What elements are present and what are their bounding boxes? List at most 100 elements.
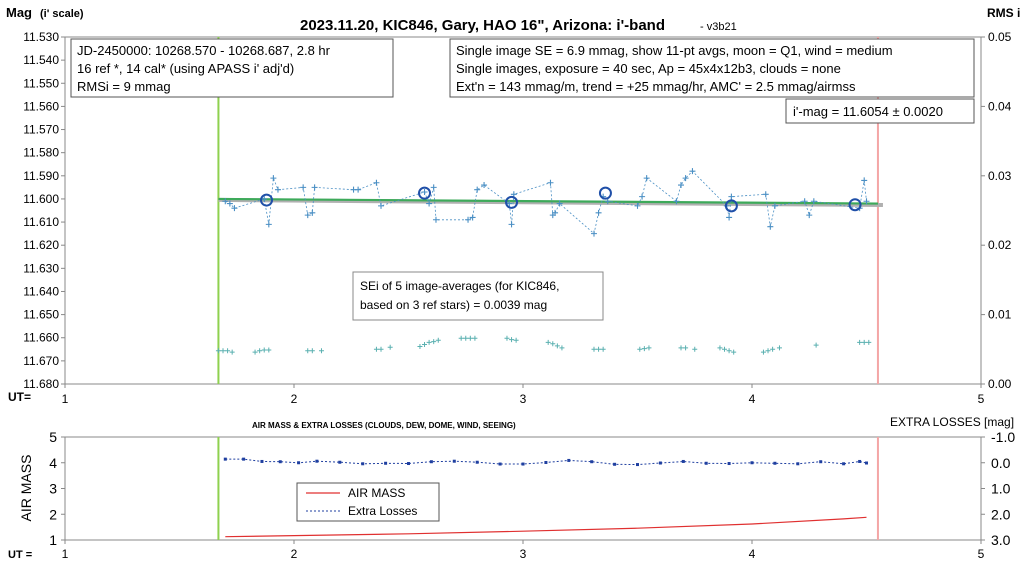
info-line: Ext'n = 143 mmag/m, trend = +25 mmag/hr,… — [456, 79, 856, 94]
single-image-point — [304, 212, 311, 219]
rms-point — [776, 345, 782, 351]
y-axis-label: Mag — [6, 5, 32, 20]
rms-point — [866, 339, 872, 345]
single-image-point — [643, 175, 650, 182]
single-image-point — [604, 198, 611, 205]
trend-line — [218, 197, 878, 205]
single-image-point — [469, 214, 476, 221]
y2-tick-label: 0.02 — [988, 238, 1012, 252]
y2-tick-label: 0.03 — [988, 169, 1012, 183]
single-image-point — [261, 195, 268, 202]
rms-point — [458, 335, 464, 341]
info-line: Single images, exposure = 40 sec, Ap = 4… — [456, 61, 841, 76]
rms-point — [417, 344, 423, 350]
info-line: JD-2450000: 10268.570 - 10268.687, 2.8 h… — [77, 43, 331, 58]
rms-point — [641, 346, 647, 352]
single-image-point — [430, 184, 437, 191]
info-line: RMSi = 9 mmag — [77, 79, 171, 94]
y2-axis-label: RMS i — [987, 6, 1020, 20]
info-line: SEi of 5 image-averages (for KIC846, — [360, 279, 559, 293]
single-image-point — [465, 216, 472, 223]
x-tick-label: 2 — [291, 392, 298, 406]
single-image-point — [355, 186, 362, 193]
y-axis-label-sub: (i' scale) — [40, 8, 84, 20]
image-average-point — [260, 193, 274, 207]
y2-axis-label: EXTRA LOSSES [mag] — [890, 415, 1014, 429]
extra-losses-point — [498, 462, 502, 466]
y-tick-label: 11.650 — [23, 308, 59, 322]
rms-point — [692, 346, 698, 352]
rms-point — [252, 349, 258, 355]
x-tick-label: 1 — [62, 547, 69, 561]
x-tick-label: 5 — [978, 547, 985, 561]
y-tick-label: 11.600 — [23, 192, 59, 206]
y-tick-label: 11.630 — [23, 261, 59, 275]
extra-losses-point — [750, 461, 754, 465]
info-box-sei: SEi of 5 image-averages (for KIC846, bas… — [352, 271, 604, 321]
rms-point — [318, 348, 324, 354]
y-tick-label: 11.610 — [23, 215, 59, 229]
light-curve-chart: 2023.11.20, KIC846, Gary, HAO 16", Arizo… — [6, 5, 1020, 406]
info-box-session: JD-2450000: 10268.570 - 10268.687, 2.8 h… — [70, 38, 394, 98]
extra-losses-point — [858, 459, 862, 463]
y-tick-label: 11.560 — [23, 99, 59, 113]
single-image-point — [595, 209, 602, 216]
image-average-point — [505, 195, 519, 209]
rms-point — [225, 348, 231, 354]
extra-losses-point — [819, 460, 823, 464]
single-image-point — [801, 198, 808, 205]
extra-losses-point — [242, 457, 246, 461]
x-tick-label: 4 — [749, 392, 756, 406]
legend-label: Extra Losses — [348, 504, 417, 518]
rms-point — [431, 339, 437, 345]
image-average-point — [724, 199, 738, 213]
rms-point — [257, 348, 263, 354]
plot-area — [64, 436, 982, 541]
single-image-point — [863, 198, 870, 205]
image-average-point — [848, 198, 862, 212]
rms-point — [220, 348, 226, 354]
rms-point — [229, 349, 235, 355]
y2-tick-label: -1.0 — [991, 429, 1015, 445]
info-line: 16 ref *, 14 cal* (using APASS i' adj'd) — [77, 61, 294, 76]
x-tick-label: 2 — [291, 547, 298, 561]
single-image-point — [421, 188, 428, 195]
y-tick-label: 11.550 — [23, 76, 59, 90]
single-image-point — [508, 221, 515, 228]
y2-tick-label: 0.0 — [991, 455, 1011, 471]
extra-losses-point — [613, 462, 617, 466]
rms-point — [266, 347, 272, 353]
rms-point — [637, 346, 643, 352]
rms-point — [678, 345, 684, 351]
rms-point — [509, 337, 515, 343]
x-tick-label: 3 — [520, 392, 527, 406]
single-image-point — [222, 198, 229, 205]
single-image-point — [556, 200, 563, 207]
y2-tick-label: 0.04 — [988, 99, 1012, 113]
rms-point — [309, 348, 315, 354]
rms-point — [463, 335, 469, 341]
rms-point — [387, 344, 393, 350]
extra-losses-point — [361, 462, 365, 466]
single-image-point — [311, 184, 318, 191]
info-box-result: i'-mag = 11.6054 ± 0.0020 — [785, 98, 975, 124]
info-line: Single image SE = 6.9 mmag, show 11-pt a… — [456, 43, 893, 58]
single-image-point — [226, 200, 233, 207]
extra-losses-point — [429, 460, 433, 464]
extra-losses-point — [223, 457, 227, 461]
single-image-point — [474, 186, 481, 193]
single-image-point — [767, 223, 774, 230]
single-image-point — [300, 184, 307, 191]
rms-point — [591, 346, 597, 352]
y-tick-label: 11.620 — [23, 238, 59, 252]
rms-point — [261, 347, 267, 353]
single-image-point — [231, 205, 238, 212]
extra-losses-point — [544, 460, 548, 464]
extra-losses-point — [315, 459, 319, 463]
extra-losses-point — [865, 461, 868, 465]
rms-point — [717, 345, 723, 351]
y2-tick-label: 2.0 — [991, 506, 1011, 522]
single-image-point — [673, 198, 680, 205]
y-tick-label: 11.680 — [23, 377, 59, 391]
rms-point — [683, 345, 689, 351]
